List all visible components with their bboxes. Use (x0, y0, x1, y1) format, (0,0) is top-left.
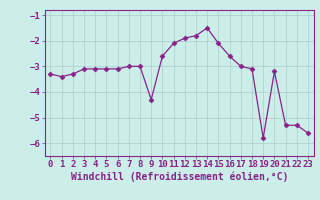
X-axis label: Windchill (Refroidissement éolien,°C): Windchill (Refroidissement éolien,°C) (70, 172, 288, 182)
